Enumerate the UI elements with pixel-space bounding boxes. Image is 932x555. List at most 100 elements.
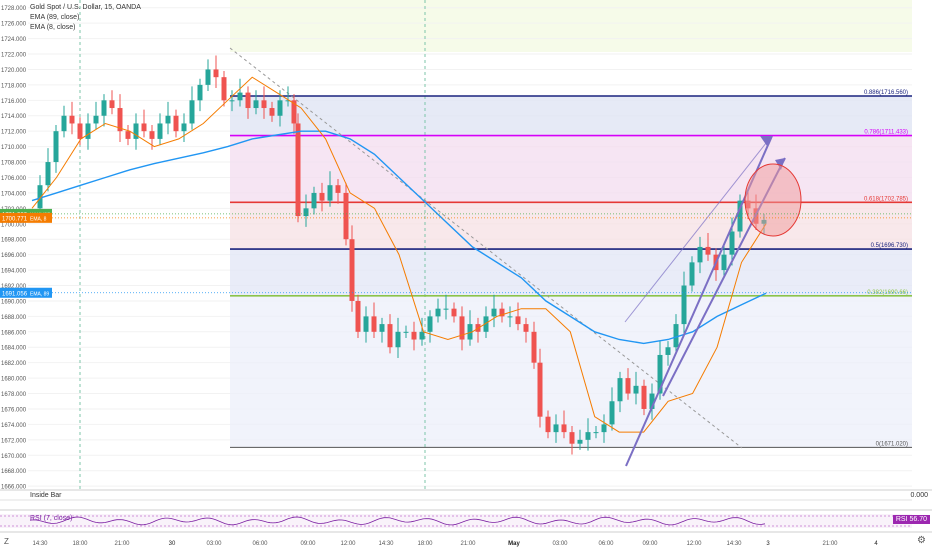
gear-icon[interactable]: ⚙ [917,535,926,546]
price-tick-label: 1708.000 [1,161,27,167]
price-tick-label: 1712.000 [1,130,27,136]
candle-body [721,254,727,271]
candle-body [229,100,235,102]
price-tick-label: 1674.000 [1,423,27,429]
candle-body [601,424,607,433]
highlight-circle[interactable] [744,163,802,237]
fib-level-label: 0.886(1716.560) [864,90,908,96]
price-tick-label: 1688.000 [1,315,27,321]
candle-body [649,393,655,409]
time-tick-label: 09:00 [642,541,658,547]
time-tick-label: 18:00 [417,541,433,547]
inside-bar-value: 0.000 [910,492,928,499]
fib-level-label: 0.618(1702.785) [864,196,908,202]
candle-body [93,115,99,124]
rsi-label[interactable]: RSI (7, close) [30,515,73,522]
candle-body [303,208,309,217]
price-axis-left[interactable]: 1728.000 1726.000 1724.000 1722.000 1720.000… [1,6,27,490]
candle-body [665,347,671,355]
ema8-line [31,76,767,433]
price-tick-label: 1690.000 [1,299,27,305]
moving-averages [31,76,767,433]
candle-body [327,185,333,201]
candle-body [363,316,369,332]
fib-zones [230,95,912,448]
candle-body [221,77,227,101]
candle-body [673,324,679,348]
candle-body [295,123,301,217]
candle-body [419,331,425,340]
candle-body [173,115,179,132]
candle-body [261,100,267,109]
candle-body [499,308,505,317]
time-tick-label: 14:30 [32,541,48,547]
time-axis[interactable]: 14:30 18:00 21:00 30 03:00 06:00 09:00 12:00 14:… [32,541,878,547]
candle-body [411,331,417,340]
candle-body [641,385,647,409]
candle-body [553,424,559,433]
candle-body [483,316,489,332]
candle-body [593,432,599,434]
candle-body [371,316,377,332]
candle-body [245,92,251,109]
candle-body [311,192,317,209]
price-tick-label: 1694.000 [1,269,27,275]
time-tick-label: 3 [766,541,770,547]
trend-dashed-line[interactable] [229,47,743,449]
price-tick-label: 1710.000 [1,145,27,151]
price-tick-label: 1668.000 [1,469,27,475]
candle-body [569,432,575,444]
candle-body [387,324,393,348]
price-tick-label: 1722.000 [1,53,27,59]
candle-body [253,100,259,109]
candle-body [285,100,291,102]
price-tick-label: 1682.000 [1,361,27,367]
candle-body [343,192,349,240]
candle-body [617,378,623,402]
candle-body [395,331,401,348]
rsi-line [29,516,766,526]
fib-level-label: 0.382(1690.66) [867,290,908,296]
time-tick-label: 03:00 [206,541,222,547]
zoom-toggle[interactable]: Z [4,537,9,546]
ema8-legend[interactable]: EMA (8, close) [30,24,76,31]
inside-bar-label[interactable]: Inside Bar [30,492,62,499]
price-tick-label: 1696.000 [1,253,27,259]
price-tick-label: 1726.000 [1,22,27,28]
price-marker-tag-text: EMA, 8 [30,216,47,222]
candle-body [705,246,711,255]
candle-body [335,185,341,193]
time-tick-label: 21:00 [114,541,130,547]
price-tick-label: 1692.000 [1,284,27,290]
candle-body [491,308,497,317]
chart-legend: Gold Spot / U.S. Dollar, 15, OANDA EMA (… [30,3,141,33]
price-tick-label: 1672.000 [1,438,27,444]
time-tick-label: 06:00 [598,541,614,547]
candle-body [101,100,107,116]
candle-body [531,331,537,363]
ema89-legend[interactable]: EMA (89, close) [30,14,80,21]
price-marker-tag [0,287,52,298]
candle-body [459,316,465,340]
time-tick-label: 06:00 [252,541,268,547]
price-marker-value: 1691.056 [2,291,28,297]
time-tick-label: 21:00 [460,541,476,547]
candle-body [37,185,43,209]
candle-body [379,324,385,332]
symbol-title[interactable]: Gold Spot / U.S. Dollar, 15, OANDA [30,4,141,11]
price-marker-tag [0,212,52,223]
candle-body [537,362,543,417]
time-tick-label: 12:00 [686,541,702,547]
candle-body [523,324,529,332]
candle-body [133,123,139,139]
candle-body [349,239,355,301]
candle-body [355,300,361,332]
candle-body [625,378,631,394]
candle-body [77,123,83,139]
fib-zone-top [230,0,912,52]
candle-body [165,115,171,124]
price-tick-label: 1714.000 [1,114,27,120]
time-tick-label: 30 [169,541,176,547]
candle-body [291,100,297,124]
